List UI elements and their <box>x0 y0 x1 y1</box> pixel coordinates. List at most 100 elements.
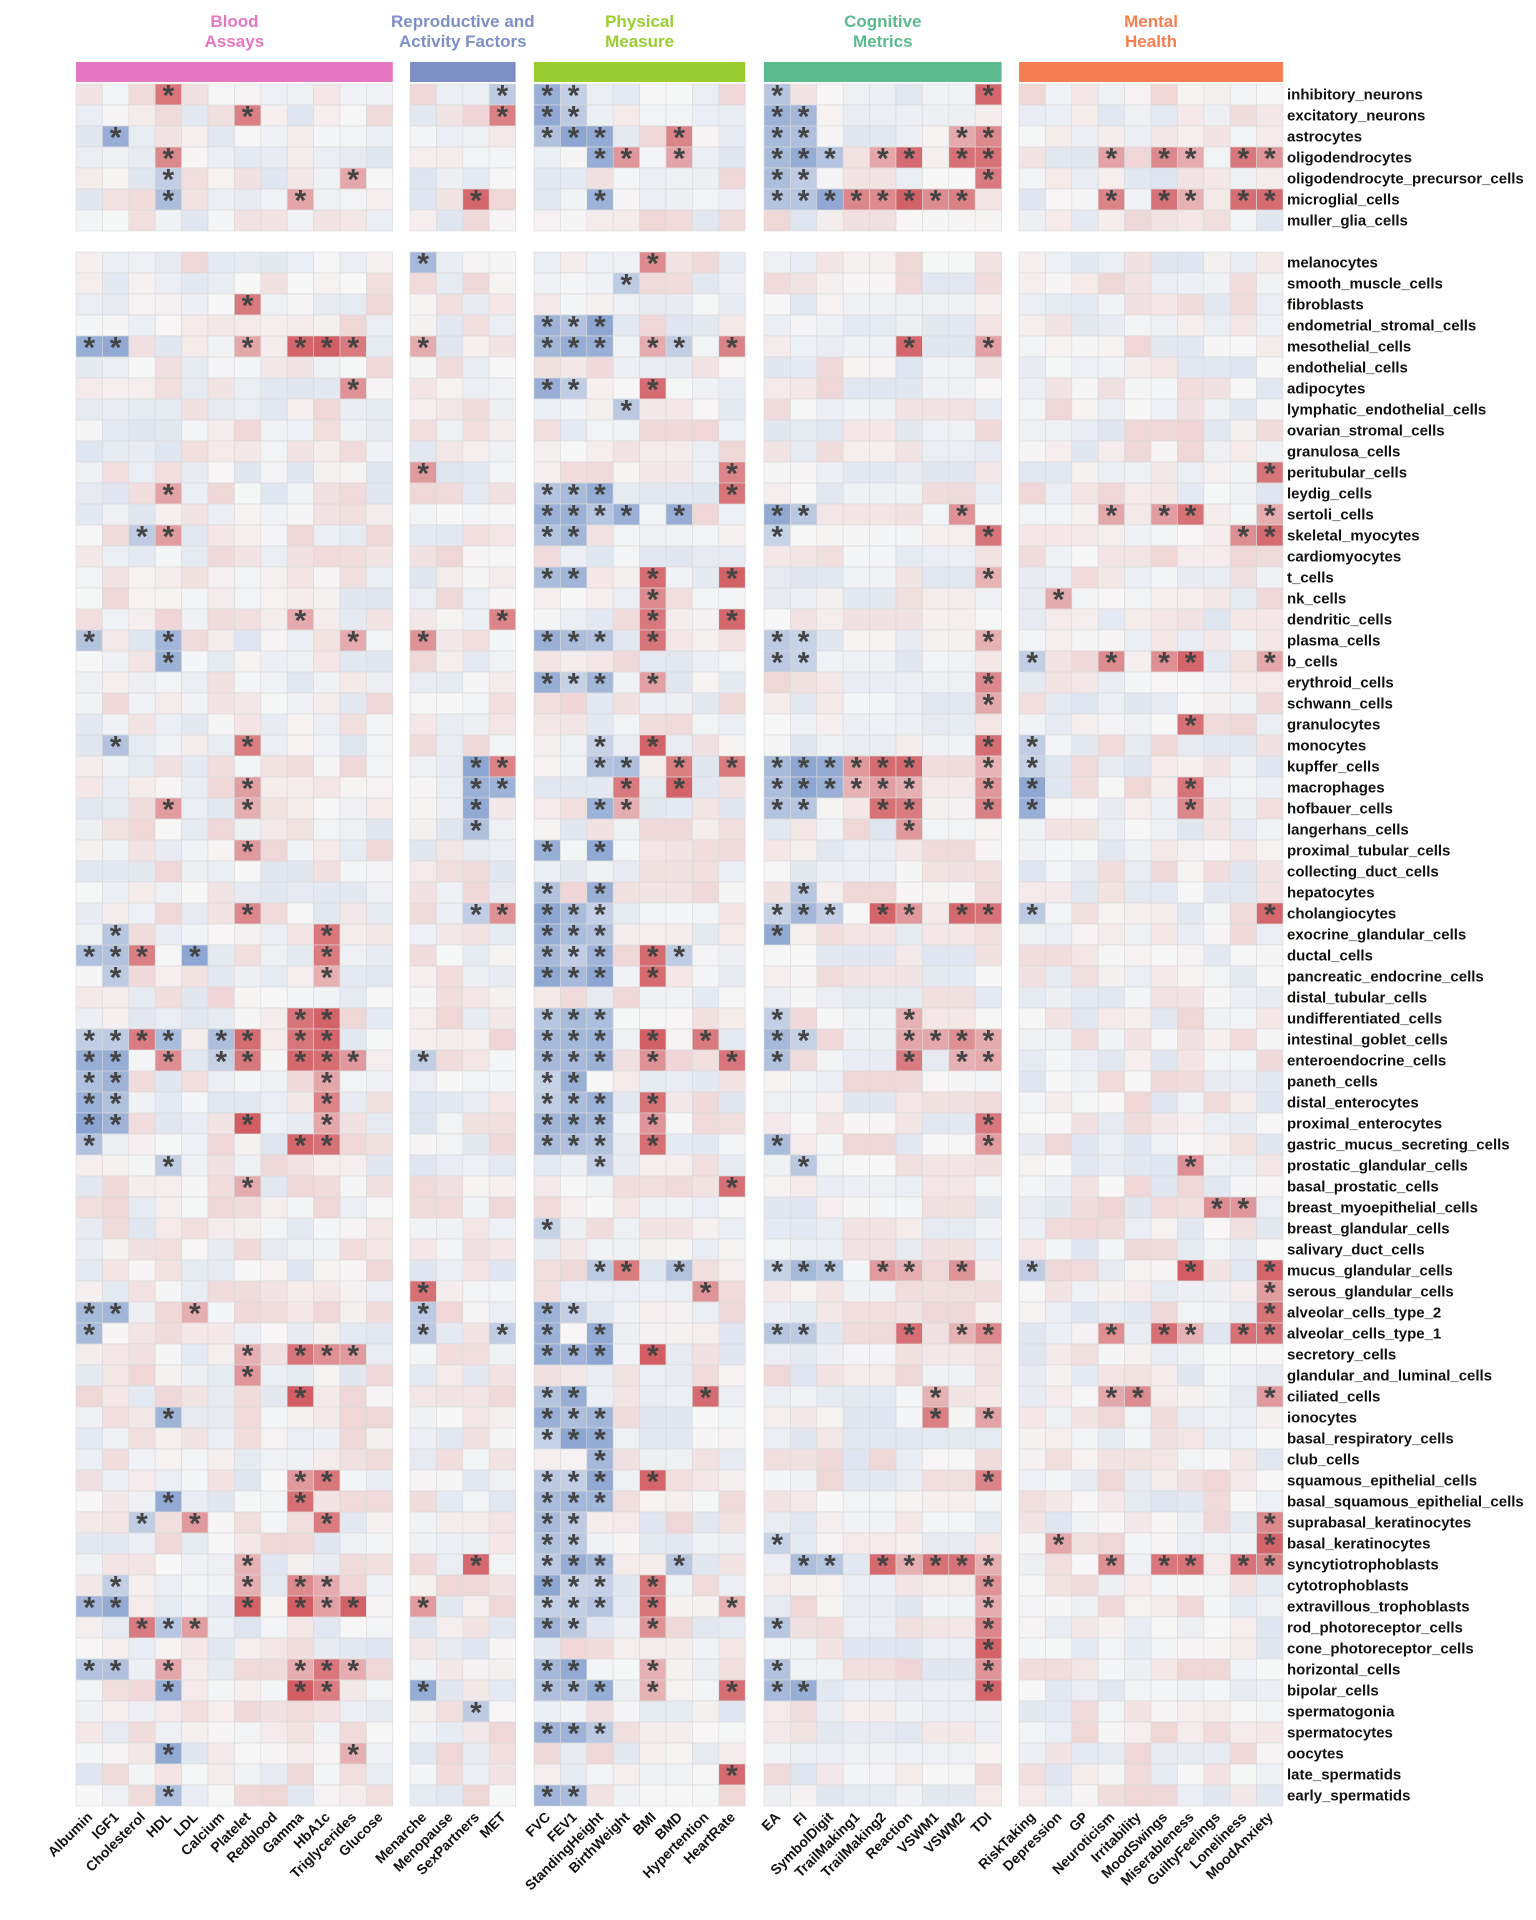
heatmap-cell <box>816 314 844 337</box>
heatmap-cell <box>207 692 235 715</box>
heatmap-cell <box>1256 692 1284 715</box>
heatmap-cell <box>842 1133 870 1156</box>
heatmap-cell <box>1203 1637 1231 1660</box>
significance-star: * <box>673 332 685 365</box>
heatmap-cell <box>639 419 667 442</box>
heatmap-cell <box>409 1112 437 1135</box>
significance-star: * <box>541 563 553 596</box>
heatmap-cell <box>692 461 720 484</box>
heatmap-cell <box>718 1637 746 1660</box>
heatmap-cell <box>1124 419 1152 442</box>
heatmap-cell <box>790 293 818 316</box>
heatmap-cell <box>1177 1070 1205 1093</box>
heatmap-cell <box>763 398 791 421</box>
heatmap-cell <box>1097 1112 1125 1135</box>
significance-star: * <box>1026 899 1038 932</box>
heatmap-cell <box>1124 377 1152 400</box>
heatmap-cell <box>586 587 614 610</box>
heatmap-cell <box>974 1721 1002 1744</box>
significance-star: * <box>1264 458 1276 491</box>
heatmap-cell <box>207 1763 235 1786</box>
significance-star: * <box>163 521 175 554</box>
heatmap-cell <box>181 83 209 106</box>
heatmap-cell <box>1256 83 1284 106</box>
heatmap-cell <box>286 713 314 736</box>
heatmap-cell <box>1124 188 1152 211</box>
heatmap-cell <box>260 986 288 1009</box>
heatmap-cell <box>1018 944 1046 967</box>
heatmap-cell <box>286 272 314 295</box>
heatmap-cell <box>1229 314 1257 337</box>
heatmap-cell <box>1018 1427 1046 1450</box>
heatmap-cell <box>181 650 209 673</box>
heatmap-cell <box>974 356 1002 379</box>
heatmap-cell <box>339 1112 367 1135</box>
heatmap-cell <box>462 335 490 358</box>
significance-star: * <box>771 500 783 533</box>
heatmap-cell <box>718 1070 746 1093</box>
heatmap-cell <box>692 629 720 652</box>
heatmap-cell <box>816 1196 844 1219</box>
heatmap-cell <box>763 1469 791 1492</box>
heatmap-cell <box>1256 755 1284 778</box>
heatmap-cell <box>75 1238 103 1261</box>
heatmap-cell <box>366 818 394 841</box>
heatmap-cell <box>1203 1238 1231 1261</box>
heatmap-cell <box>763 1553 791 1576</box>
heatmap-cell <box>816 1763 844 1786</box>
heatmap-cell <box>586 1217 614 1240</box>
heatmap-cell <box>488 1259 516 1282</box>
heatmap-cell <box>207 923 235 946</box>
heatmap-cell <box>313 1406 341 1429</box>
row-label: muller_glia_cells <box>1287 213 1408 230</box>
heatmap-cell <box>1071 902 1099 925</box>
heatmap-cell <box>869 1511 897 1534</box>
heatmap-cell <box>639 1700 667 1723</box>
heatmap-cell <box>1124 482 1152 505</box>
heatmap-cell <box>234 1742 262 1765</box>
heatmap-cell <box>869 1091 897 1114</box>
heatmap-cell <box>763 1217 791 1240</box>
heatmap-cell <box>1124 251 1152 274</box>
heatmap-cell <box>612 860 640 883</box>
heatmap-cell <box>154 1070 182 1093</box>
heatmap-cell <box>1203 440 1231 463</box>
heatmap-cell <box>366 440 394 463</box>
heatmap-cell <box>313 125 341 148</box>
heatmap-cell <box>181 104 209 127</box>
heatmap-cell <box>436 1700 464 1723</box>
heatmap-cell <box>234 545 262 568</box>
heatmap-cell <box>665 1091 693 1114</box>
heatmap-cell <box>612 356 640 379</box>
heatmap-cell <box>488 125 516 148</box>
heatmap-cell <box>366 1532 394 1555</box>
heatmap-cell <box>816 1637 844 1660</box>
heatmap-cell <box>488 482 516 505</box>
heatmap-cell <box>665 1679 693 1702</box>
significance-star: * <box>163 1781 175 1814</box>
heatmap-cell <box>790 1070 818 1093</box>
significance-star: * <box>497 899 509 932</box>
heatmap-cell <box>488 1070 516 1093</box>
heatmap-cell <box>665 1070 693 1093</box>
heatmap-cell <box>154 419 182 442</box>
heatmap-cell <box>260 734 288 757</box>
heatmap-cell <box>639 902 667 925</box>
heatmap-cell <box>102 440 130 463</box>
heatmap-cell <box>462 1490 490 1513</box>
heatmap-cell <box>816 104 844 127</box>
heatmap-cell <box>1071 1259 1099 1282</box>
heatmap-cell <box>260 419 288 442</box>
heatmap-cell <box>974 188 1002 211</box>
heatmap-cell <box>313 587 341 610</box>
heatmap-cell <box>234 1784 262 1807</box>
heatmap-cell <box>1203 125 1231 148</box>
heatmap-cell <box>692 272 720 295</box>
heatmap-cell <box>488 1028 516 1051</box>
heatmap-cell <box>763 1721 791 1744</box>
significance-star: * <box>771 626 783 659</box>
heatmap-cell <box>692 671 720 694</box>
heatmap-cell <box>436 965 464 988</box>
heatmap-cell <box>1018 1469 1046 1492</box>
heatmap-cell <box>816 1112 844 1135</box>
